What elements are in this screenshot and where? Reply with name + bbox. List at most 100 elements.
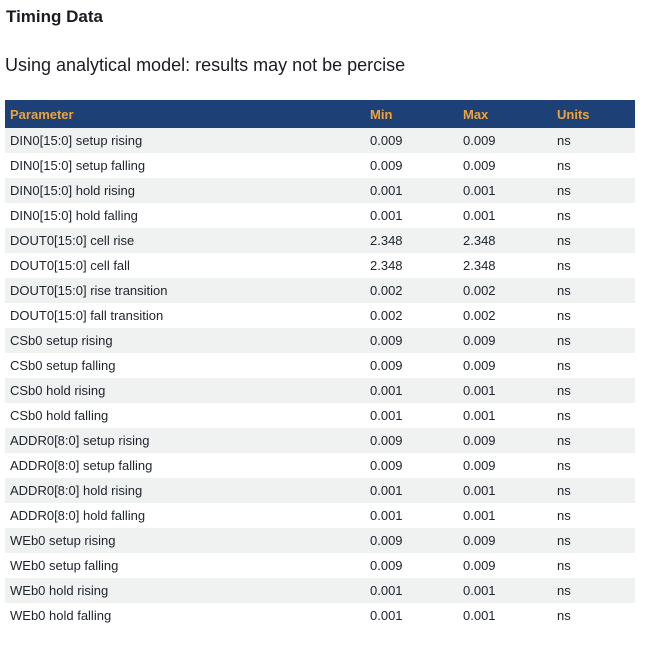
cell-units: ns bbox=[557, 533, 571, 548]
table-row: CSb0 setup rising 0.009 0.009 ns bbox=[5, 328, 635, 353]
cell-units: ns bbox=[557, 483, 571, 498]
cell-max: 2.348 bbox=[463, 233, 496, 248]
table-row: DIN0[15:0] hold falling 0.001 0.001 ns bbox=[5, 203, 635, 228]
cell-max: 0.009 bbox=[463, 158, 496, 173]
cell-units: ns bbox=[557, 333, 571, 348]
table-row: ADDR0[8:0] setup rising 0.009 0.009 ns bbox=[5, 428, 635, 453]
cell-units: ns bbox=[557, 283, 571, 298]
cell-units: ns bbox=[557, 383, 571, 398]
table-row: CSb0 setup falling 0.009 0.009 ns bbox=[5, 353, 635, 378]
table-row: ADDR0[8:0] setup falling 0.009 0.009 ns bbox=[5, 453, 635, 478]
cell-min: 0.009 bbox=[370, 133, 403, 148]
cell-units: ns bbox=[557, 558, 571, 573]
cell-units: ns bbox=[557, 208, 571, 223]
table-header-row: Parameter Min Max Units bbox=[5, 100, 635, 128]
cell-parameter: ADDR0[8:0] hold falling bbox=[10, 508, 146, 523]
table-row: DOUT0[15:0] fall transition 0.002 0.002 … bbox=[5, 303, 635, 328]
cell-max: 0.001 bbox=[463, 508, 496, 523]
table-row: WEb0 setup rising 0.009 0.009 ns bbox=[5, 528, 635, 553]
table-row: WEb0 hold falling 0.001 0.001 ns bbox=[5, 603, 635, 628]
cell-units: ns bbox=[557, 258, 571, 273]
cell-max: 0.009 bbox=[463, 533, 496, 548]
cell-max: 0.002 bbox=[463, 308, 496, 323]
cell-parameter: ADDR0[8:0] hold rising bbox=[10, 483, 143, 498]
cell-max: 0.001 bbox=[463, 483, 496, 498]
cell-min: 0.001 bbox=[370, 483, 403, 498]
page-subtitle: Using analytical model: results may not … bbox=[5, 55, 406, 75]
cell-min: 0.001 bbox=[370, 383, 403, 398]
cell-units: ns bbox=[557, 583, 571, 598]
cell-units: ns bbox=[557, 433, 571, 448]
table-body: DIN0[15:0] setup rising 0.009 0.009 ns D… bbox=[5, 128, 635, 628]
cell-max: 0.001 bbox=[463, 608, 496, 623]
cell-parameter: DIN0[15:0] setup rising bbox=[10, 133, 143, 148]
cell-units: ns bbox=[557, 358, 571, 373]
table-row: DOUT0[15:0] rise transition 0.002 0.002 … bbox=[5, 278, 635, 303]
cell-units: ns bbox=[557, 458, 571, 473]
cell-parameter: DIN0[15:0] hold rising bbox=[10, 183, 136, 198]
cell-min: 0.001 bbox=[370, 408, 403, 423]
cell-parameter: DOUT0[15:0] fall transition bbox=[10, 308, 164, 323]
table-row: DIN0[15:0] setup falling 0.009 0.009 ns bbox=[5, 153, 635, 178]
cell-max: 0.009 bbox=[463, 358, 496, 373]
cell-min: 0.009 bbox=[370, 558, 403, 573]
cell-min: 0.009 bbox=[370, 533, 403, 548]
cell-parameter: ADDR0[8:0] setup falling bbox=[10, 458, 153, 473]
cell-min: 0.001 bbox=[370, 508, 403, 523]
cell-parameter: WEb0 setup rising bbox=[10, 533, 116, 548]
table-row: WEb0 setup falling 0.009 0.009 ns bbox=[5, 553, 635, 578]
table-row: ADDR0[8:0] hold falling 0.001 0.001 ns bbox=[5, 503, 635, 528]
cell-units: ns bbox=[557, 183, 571, 198]
cell-units: ns bbox=[557, 233, 571, 248]
cell-max: 0.009 bbox=[463, 133, 496, 148]
cell-min: 0.009 bbox=[370, 433, 403, 448]
table-row: DOUT0[15:0] cell rise 2.348 2.348 ns bbox=[5, 228, 635, 253]
cell-max: 0.002 bbox=[463, 283, 496, 298]
cell-parameter: WEb0 hold rising bbox=[10, 583, 109, 598]
cell-max: 0.009 bbox=[463, 433, 496, 448]
cell-parameter: DOUT0[15:0] cell rise bbox=[10, 233, 135, 248]
cell-max: 0.001 bbox=[463, 208, 496, 223]
cell-max: 2.348 bbox=[463, 258, 496, 273]
cell-min: 0.009 bbox=[370, 333, 403, 348]
cell-parameter: DIN0[15:0] hold falling bbox=[10, 208, 138, 223]
cell-parameter: DOUT0[15:0] cell fall bbox=[10, 258, 130, 273]
cell-max: 0.001 bbox=[463, 183, 496, 198]
cell-parameter: WEb0 setup falling bbox=[10, 558, 119, 573]
col-header-units: Units bbox=[552, 100, 635, 128]
cell-min: 0.001 bbox=[370, 583, 403, 598]
cell-max: 0.001 bbox=[463, 408, 496, 423]
cell-parameter: DOUT0[15:0] rise transition bbox=[10, 283, 168, 298]
cell-parameter: CSb0 hold rising bbox=[10, 383, 106, 398]
cell-min: 0.009 bbox=[370, 158, 403, 173]
cell-min: 0.002 bbox=[370, 283, 403, 298]
table-row: DOUT0[15:0] cell fall 2.348 2.348 ns bbox=[5, 253, 635, 278]
table-row: CSb0 hold falling 0.001 0.001 ns bbox=[5, 403, 635, 428]
cell-units: ns bbox=[557, 158, 571, 173]
cell-max: 0.001 bbox=[463, 383, 496, 398]
table-row: DIN0[15:0] hold rising 0.001 0.001 ns bbox=[5, 178, 635, 203]
cell-min: 0.009 bbox=[370, 458, 403, 473]
cell-min: 0.009 bbox=[370, 358, 403, 373]
page-title: Timing Data bbox=[6, 7, 103, 26]
cell-parameter: ADDR0[8:0] setup rising bbox=[10, 433, 150, 448]
table-row: ADDR0[8:0] hold rising 0.001 0.001 ns bbox=[5, 478, 635, 503]
cell-min: 0.001 bbox=[370, 183, 403, 198]
cell-parameter: CSb0 hold falling bbox=[10, 408, 109, 423]
cell-units: ns bbox=[557, 608, 571, 623]
cell-parameter: CSb0 setup rising bbox=[10, 333, 113, 348]
cell-units: ns bbox=[557, 508, 571, 523]
cell-min: 2.348 bbox=[370, 233, 403, 248]
cell-min: 0.001 bbox=[370, 608, 403, 623]
table-row: CSb0 hold rising 0.001 0.001 ns bbox=[5, 378, 635, 403]
cell-parameter: DIN0[15:0] setup falling bbox=[10, 158, 146, 173]
cell-parameter: CSb0 setup falling bbox=[10, 358, 116, 373]
cell-max: 0.009 bbox=[463, 333, 496, 348]
cell-units: ns bbox=[557, 408, 571, 423]
timing-table: Parameter Min Max Units DIN0[15:0] setup… bbox=[5, 100, 635, 628]
cell-units: ns bbox=[557, 133, 571, 148]
cell-max: 0.009 bbox=[463, 458, 496, 473]
table-row: DIN0[15:0] setup rising 0.009 0.009 ns bbox=[5, 128, 635, 153]
cell-min: 0.002 bbox=[370, 308, 403, 323]
